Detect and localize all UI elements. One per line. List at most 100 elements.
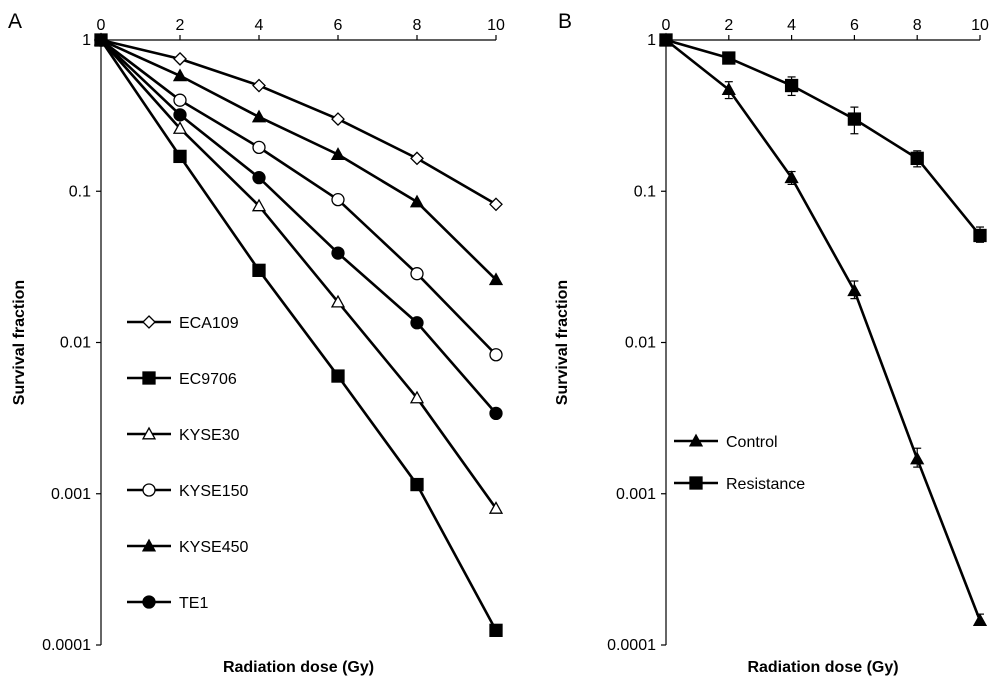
series-kyse150 [94, 33, 503, 362]
data-point-resistance [973, 228, 987, 243]
data-point-kyse30 [409, 390, 425, 404]
y-tick-label: 0.0001 [607, 637, 656, 654]
series-line-kyse30 [100, 39, 498, 510]
data-point-kyse450 [488, 272, 504, 286]
panel-b-survival-chart: B 0 2 4 6 8 10 1 0.1 0.01 0.001 0.0001 Radiation dos… [554, 10, 989, 676]
data-point-eca109 [410, 151, 424, 166]
legend-label-kyse150: KYSE150 [179, 483, 248, 500]
x-axis-title: Radiation dose (Gy) [747, 659, 898, 676]
data-point-eca109 [252, 78, 266, 93]
legend-marker-ec9706 [142, 371, 156, 385]
y-tick-label: 1 [647, 32, 656, 49]
series-control [658, 32, 988, 627]
x-tick-label: 10 [971, 17, 989, 34]
series-line-control [665, 38, 982, 622]
data-point-kyse450 [251, 109, 267, 123]
y-tick-label: 0.1 [69, 183, 91, 200]
x-tick-label: 10 [487, 17, 505, 34]
series-resistance [659, 33, 987, 243]
data-point-te1 [331, 246, 345, 260]
data-point-kyse150 [410, 267, 424, 281]
legend-label-kyse450: KYSE450 [179, 539, 248, 556]
series-ec9706 [94, 33, 503, 637]
y-tick-label: 0.001 [51, 486, 91, 503]
legend-marker-te1 [142, 595, 156, 609]
data-point-kyse30 [488, 501, 504, 514]
legend: Control Resistance [674, 433, 805, 493]
series-line-eca109 [100, 38, 497, 206]
legend-label-eca109: ECA109 [179, 315, 239, 332]
legend-label-te1: TE1 [179, 595, 208, 612]
legend-marker-eca109 [142, 315, 156, 329]
series-line-kyse150 [100, 38, 497, 356]
x-tick-label: 2 [724, 17, 733, 34]
panel-label-a: A [8, 10, 22, 33]
x-tick-label: 6 [334, 17, 343, 34]
data-point-ec9706 [173, 149, 187, 164]
y-tick-label: 0.1 [634, 183, 656, 200]
x-tick-label: 0 [97, 17, 106, 34]
data-point-control [972, 613, 988, 627]
data-point-control [784, 170, 799, 184]
data-point-ec9706 [331, 369, 345, 383]
data-point-ec9706 [489, 623, 503, 637]
data-point-resistance [784, 78, 799, 93]
data-point-kyse150 [173, 93, 187, 107]
data-point-resistance [910, 151, 924, 166]
data-point-te1 [489, 406, 503, 421]
data-point-ec9706 [410, 477, 424, 492]
data-point-eca109 [173, 51, 187, 66]
data-point-kyse150 [252, 140, 266, 155]
series-line-resistance [665, 38, 982, 237]
data-point-te1 [173, 108, 187, 122]
data-point-resistance [659, 33, 673, 47]
panel-label-b: B [558, 10, 572, 33]
x-tick-label: 0 [662, 17, 671, 34]
x-tick-label: 4 [255, 17, 264, 34]
panel-a-survival-chart: A 0 2 4 6 8 10 1 0.1 0.01 0.001 0.0001 Radiation dos… [8, 10, 505, 676]
data-point-control [721, 82, 736, 96]
legend-marker-control [688, 433, 704, 447]
legend-label-control: Control [726, 434, 778, 451]
data-point-te1 [94, 33, 108, 47]
series-line-ec9706 [99, 39, 498, 631]
x-tick-label: 6 [850, 17, 859, 34]
y-tick-label: 0.01 [60, 335, 91, 352]
legend-label-resistance: Resistance [726, 476, 805, 493]
data-point-kyse150 [331, 192, 345, 207]
series-line-kyse450 [100, 38, 497, 281]
legend-marker-kyse30 [141, 426, 157, 440]
legend-label-kyse30: KYSE30 [179, 427, 240, 444]
data-point-kyse30 [330, 294, 346, 308]
legend-label-ec9706: EC9706 [179, 371, 237, 388]
data-point-kyse30 [251, 198, 267, 212]
y-tick-label: 0.001 [616, 486, 656, 503]
data-point-kyse450 [409, 194, 425, 208]
x-axis-title: Radiation dose (Gy) [223, 659, 374, 676]
data-point-te1 [252, 171, 266, 185]
data-point-eca109 [331, 112, 345, 127]
data-point-ec9706 [252, 263, 266, 277]
data-point-kyse450 [172, 68, 188, 82]
y-tick-label: 0.01 [625, 335, 656, 352]
legend-marker-resistance [689, 476, 703, 490]
data-point-kyse450 [330, 147, 346, 160]
series-line-te1 [100, 39, 497, 415]
legend-marker-kyse450 [141, 538, 157, 552]
data-point-control [910, 451, 925, 465]
data-point-te1 [410, 316, 424, 330]
data-point-control [847, 283, 862, 297]
series-kyse450 [93, 32, 504, 286]
x-tick-label: 8 [913, 17, 922, 34]
y-axis-title: Survival fraction [11, 280, 28, 405]
legend-marker-kyse150 [142, 483, 156, 497]
data-point-kyse150 [489, 348, 503, 362]
series-eca109 [94, 33, 503, 212]
data-point-resistance [847, 112, 862, 126]
data-point-kyse30 [172, 121, 188, 134]
x-tick-label: 2 [176, 17, 185, 34]
data-point-resistance [722, 51, 736, 65]
x-tick-label: 8 [413, 17, 422, 34]
y-tick-label: 0.0001 [42, 637, 91, 654]
